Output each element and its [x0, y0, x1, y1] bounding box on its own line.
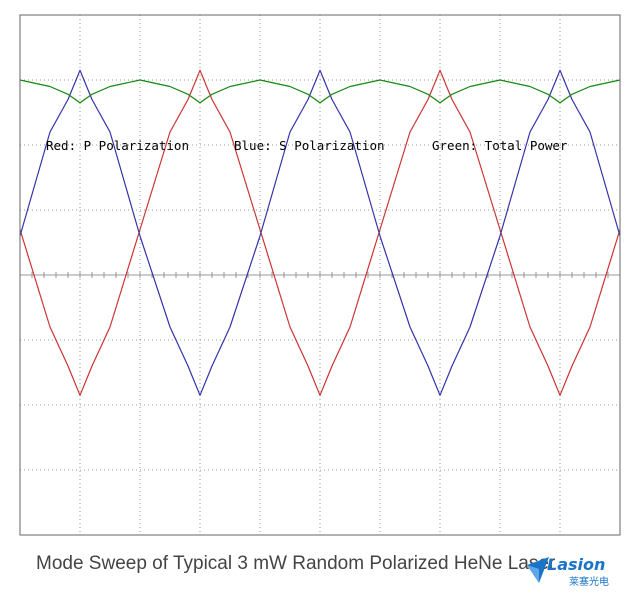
mode-sweep-chart: Red: P Polarization Blue: S Polarization… — [19, 14, 621, 536]
series-line-s-polarization — [19, 69, 621, 396]
plot-grid — [19, 15, 621, 535]
chart-caption: Mode Sweep of Typical 3 mW Random Polari… — [36, 553, 556, 574]
legend-green: Green: Total Power — [432, 138, 568, 153]
series-line-total-power — [19, 79, 621, 104]
legend-blue: Blue: S Polarization — [234, 138, 385, 153]
logo-chinese-text: 莱塞光电 — [569, 577, 609, 588]
plot-series — [19, 69, 621, 396]
logo-mark-icon — [527, 557, 549, 583]
legend-red: Red: P Polarization — [46, 138, 189, 153]
series-line-p-polarization — [19, 69, 621, 396]
plot-border — [19, 14, 621, 536]
lasion-logo: Lasion 莱塞光电 — [525, 553, 625, 588]
logo-wordmark: Lasion — [547, 555, 606, 574]
